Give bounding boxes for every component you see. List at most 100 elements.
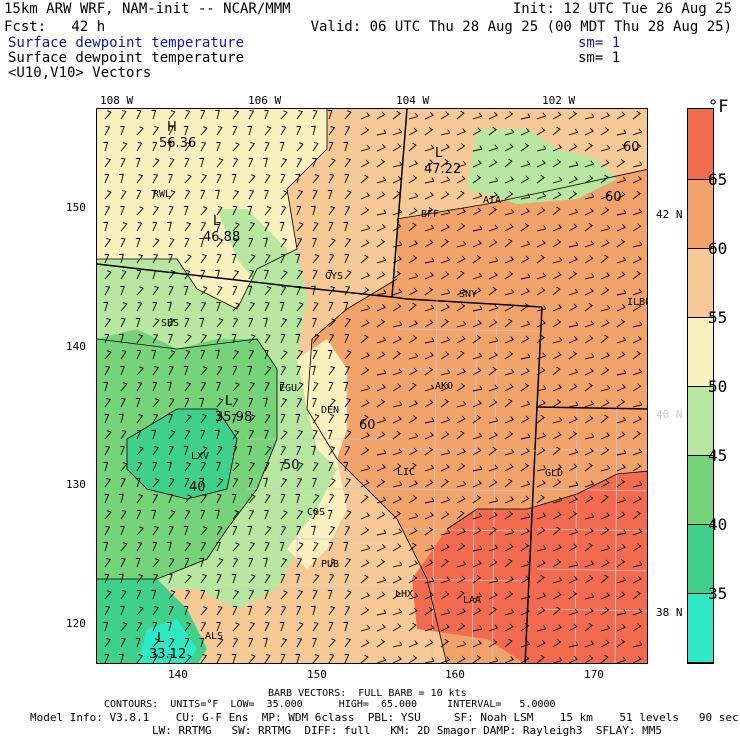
wind-barb [103, 221, 109, 232]
station-label: LIC [397, 467, 415, 478]
wind-barb [167, 541, 172, 552]
contour-legend: CONTOURS: UNITS=°F LOW= 35.000 HIGH= 65.… [104, 699, 556, 710]
wind-barb [280, 398, 288, 408]
wind-barb [264, 446, 272, 456]
wind-barb [472, 240, 482, 248]
wind-barb [488, 366, 497, 376]
wind-barb [440, 529, 451, 536]
wind-barb [632, 335, 642, 344]
station-label: EGU [279, 383, 297, 394]
wind-barb [215, 109, 220, 120]
wind-barb [104, 190, 112, 200]
wind-barb [328, 221, 334, 232]
wind-barb [135, 238, 141, 248]
wind-barb [488, 257, 499, 264]
wind-barb [216, 173, 222, 184]
wind-barb [376, 479, 386, 488]
wind-barb [296, 302, 304, 312]
wind-barb [456, 143, 466, 152]
wind-barb [568, 656, 578, 663]
wind-barb [248, 269, 255, 280]
wind-barb [152, 478, 160, 488]
wind-barb [600, 574, 609, 584]
wind-barb [504, 608, 515, 616]
wind-barb [183, 526, 189, 536]
wind-barb [119, 413, 124, 424]
low-marker: L [225, 394, 233, 409]
wind-barb [151, 269, 157, 280]
wind-barb [344, 398, 351, 408]
wind-barb [520, 513, 531, 520]
wind-barb [120, 542, 128, 552]
wind-barb [472, 145, 483, 152]
wind-barb [584, 513, 595, 520]
wind-barb [216, 478, 224, 488]
wind-barb [168, 638, 175, 648]
wind-barb [536, 334, 545, 344]
wind-barb [472, 625, 483, 632]
wind-barb [568, 431, 578, 440]
wind-barb [376, 496, 387, 504]
wind-barb [184, 142, 192, 152]
wind-barb [296, 382, 304, 392]
wind-barb [552, 159, 562, 168]
wind-barb [360, 352, 371, 360]
wind-barb [328, 541, 334, 552]
wind-barb [152, 253, 159, 264]
wind-barb [184, 302, 192, 312]
wind-barb [120, 302, 128, 312]
wind-barb [408, 607, 418, 616]
wind-barb [296, 525, 302, 536]
wind-barb [584, 447, 594, 456]
wind-barb [280, 350, 288, 360]
wind-barb [520, 575, 530, 584]
wind-barb [136, 221, 143, 232]
wind-barb [424, 367, 434, 376]
wind-barb [264, 589, 269, 600]
wind-barb [216, 158, 224, 168]
wind-barb [504, 318, 513, 328]
wind-barb [376, 591, 386, 600]
wind-barb [328, 493, 335, 504]
wind-barb [392, 528, 403, 536]
wind-barb [344, 413, 350, 424]
wind-barb [312, 429, 318, 440]
wind-barb [504, 256, 515, 264]
wind-barb [456, 190, 465, 200]
wind-barb [472, 545, 483, 552]
wind-barb [584, 160, 595, 168]
wind-barb [408, 240, 419, 248]
wind-barb [152, 141, 158, 152]
wind-barb [103, 621, 109, 632]
wind-barb [248, 542, 255, 552]
wind-barb [344, 493, 350, 504]
wind-barb [104, 510, 112, 520]
colorbar-unit: °F [708, 97, 729, 117]
wind-barb [408, 255, 418, 264]
low-value: 47.22 [424, 162, 461, 177]
wind-barb [216, 493, 222, 504]
station-label: BFF [421, 209, 439, 220]
x-tick: 140 [168, 668, 188, 681]
wind-barb [312, 189, 318, 200]
wind-barb [424, 319, 434, 328]
wind-barb [600, 512, 611, 520]
wind-barb [232, 285, 238, 296]
wind-barb [216, 558, 224, 568]
wind-barb [119, 253, 124, 264]
wind-barb [104, 558, 111, 568]
wind-barb [536, 112, 547, 120]
wind-barb [120, 397, 126, 408]
low-marker: L [435, 146, 443, 161]
wind-barb [504, 303, 514, 312]
wind-barb [248, 509, 255, 520]
wind-barb [456, 223, 466, 232]
wind-barb [392, 575, 402, 584]
wind-barb [600, 304, 611, 312]
wind-barb [360, 384, 371, 392]
wind-barb [328, 333, 335, 344]
lon-label: 106 W [248, 94, 282, 107]
wind-barb [103, 541, 109, 552]
wind-barb [296, 365, 302, 376]
wind-barb [168, 510, 176, 520]
